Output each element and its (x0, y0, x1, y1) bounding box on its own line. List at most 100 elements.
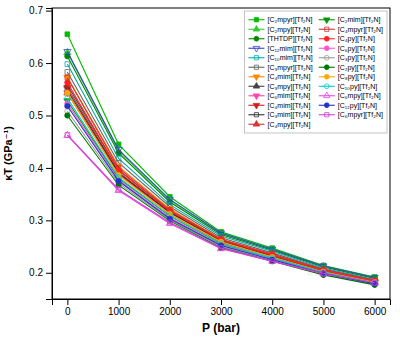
legend-label: [C₆mim][Tf₂N] (267, 92, 310, 100)
series-marker (371, 280, 378, 286)
legend-label: [C₂mpy][Tf₂N] (267, 26, 310, 34)
legend-item: [C₄py][Tf₂N] (319, 35, 375, 43)
series-marker (65, 90, 70, 95)
series-marker (65, 103, 70, 108)
legend-label: [C₁₂mim][Tf₂N] (267, 45, 312, 53)
legend-label: [C₄mpyr][Tf₂N] (338, 26, 383, 34)
legend-marker (325, 113, 329, 117)
tick-mark (46, 11, 52, 12)
legend-label: [C₆mpyr][Tf₂N] (338, 111, 383, 119)
tick-label: 0.4 (29, 163, 43, 174)
tick-label: 0.3 (29, 215, 43, 226)
tick-mark (119, 299, 120, 305)
legend-item: [C₃py][Tf₂N] (319, 54, 375, 62)
tick-label: 0.5 (29, 110, 43, 121)
legend-frame (244, 11, 387, 133)
legend-marker (253, 75, 259, 81)
series-marker (269, 257, 276, 263)
legend-label: [C₁₂py][Tf₂N] (338, 102, 377, 110)
legend-marker (253, 46, 259, 52)
series-marker (270, 259, 275, 264)
tick-mark (46, 220, 52, 221)
legend-item: [C₆mim][Tf₂N] (248, 92, 310, 100)
series (64, 131, 378, 285)
legend-item: [C₃mpy][Tf₂N] (248, 83, 310, 91)
series-marker (321, 271, 326, 276)
series-marker (371, 280, 378, 286)
tick: 5000 (313, 299, 336, 317)
series-marker (65, 32, 70, 37)
legend-item: [C₂mpyr][Tf₂N] (248, 16, 312, 24)
axis-line (46, 9, 53, 300)
tick-label: 0.2 (29, 267, 43, 278)
legend-item: [C₆mpyr][Tf₂N] (319, 111, 383, 119)
y-axis-title: κT (GPa⁻¹) (2, 126, 14, 181)
series-line (67, 111, 374, 284)
legend-label: [C₃mpyr][Tf₂N] (267, 64, 312, 72)
series-marker (64, 131, 71, 137)
legend-label: [C₁₀py][Tf₂N] (338, 83, 378, 91)
legend-item: [C₂py][Tf₂N] (319, 64, 375, 72)
series-marker (372, 280, 377, 285)
series-marker (65, 75, 70, 80)
tick-mark (170, 299, 171, 305)
tick: 4000 (262, 299, 285, 317)
series-marker (65, 70, 70, 75)
legend-item: [C₁₀mim][Tf₂N] (248, 54, 312, 62)
legend-label: [C₆py][Tf₂N] (338, 45, 375, 53)
legend-marker (324, 18, 330, 24)
tick-mark (375, 299, 376, 305)
legend-item: [C₆py][Tf₂N] (319, 45, 375, 53)
x-axis-title: P (bar) (202, 321, 240, 335)
legend-swatch (248, 57, 264, 58)
series-marker (64, 49, 71, 55)
tick-label: 0.7 (29, 5, 43, 16)
legend-label: [C₈py][Tf₂N] (338, 73, 375, 81)
legend-marker (253, 26, 259, 32)
tick: 1000 (108, 299, 131, 317)
series-marker (64, 89, 71, 95)
legend-swatch (319, 114, 335, 115)
legend-marker (254, 56, 258, 60)
tick-mark (272, 299, 273, 305)
legend-marker (254, 113, 258, 117)
legend-label: [C₂mim][Tf₂N] (338, 16, 381, 24)
series-marker (372, 281, 377, 286)
tick-mark (67, 299, 68, 305)
legend-marker (324, 46, 329, 51)
legend-marker (324, 84, 329, 89)
legend-marker (324, 103, 329, 108)
series-marker (167, 220, 172, 225)
series-marker (65, 96, 70, 101)
legend-marker (253, 94, 259, 100)
legend-swatch (319, 95, 335, 96)
legend-label: [C₂mpyr][Tf₂N] (267, 16, 312, 24)
legend-item: [THTDP][Tf₂N] (248, 35, 312, 43)
tick: 0.6 (29, 58, 52, 69)
tick: 0.7 (29, 5, 52, 16)
legend-swatch (248, 48, 264, 49)
legend-marker (253, 121, 259, 127)
series-marker (65, 113, 70, 118)
legend-marker (253, 103, 259, 109)
legend-item: [C₁₂mim][Tf₂N] (248, 45, 312, 53)
plot: 01000200030004000500060000.20.30.40.50.6… (2, 5, 391, 335)
series-line (67, 135, 374, 283)
legend-marker (254, 65, 258, 69)
legend-item: [C₆mpy][Tf₂N] (319, 92, 381, 100)
y-axis: 0.2 0.3 0.4 0.5 0.6 0.7 (29, 5, 52, 299)
tick: 0.3 (29, 215, 52, 226)
legend-marker (324, 92, 330, 98)
series-marker (65, 80, 70, 85)
plot-frame (52, 8, 390, 299)
axis-line (53, 300, 391, 306)
tick-label: 4000 (262, 306, 285, 317)
legend-swatch (248, 114, 264, 115)
legend-item: [C₂mpy][Tf₂N] (248, 26, 310, 34)
tick-label: 5000 (313, 306, 336, 317)
tick: 3000 (210, 299, 233, 317)
legend-label: [C₄mim][Tf₂N] (267, 73, 310, 81)
series-marker (116, 187, 121, 192)
tick-label: 2000 (159, 306, 182, 317)
legend-item: [C₄mim][Tf₂N] (248, 102, 310, 110)
